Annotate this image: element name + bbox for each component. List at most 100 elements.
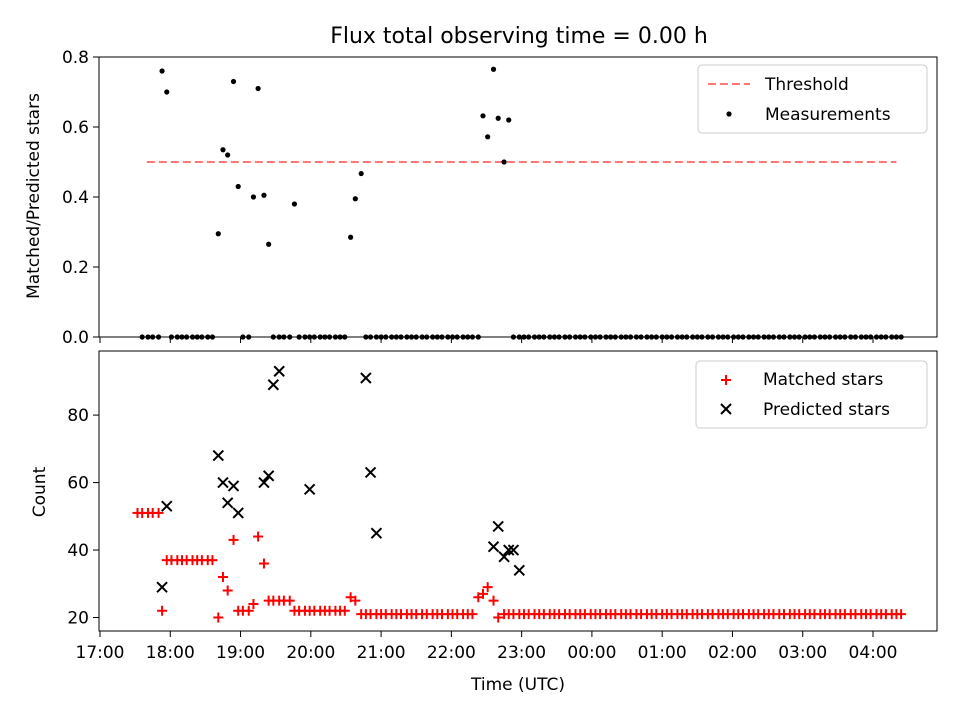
measurement-point: [302, 334, 308, 340]
measurement-point: [603, 334, 609, 340]
measurement-point: [373, 334, 380, 340]
measurement-point: [408, 334, 415, 340]
predicted-star-point: [212, 449, 224, 462]
measurement-point: [556, 334, 562, 340]
measurement-point: [516, 334, 522, 340]
predicted-star-point: [364, 466, 377, 479]
legend-predicted-label: Predicted stars: [763, 400, 890, 420]
measurement-point: [235, 183, 241, 190]
measurement-point: [337, 334, 343, 340]
measurement-point: [199, 334, 205, 340]
measurement-point: [746, 334, 752, 340]
measurement-point: [332, 334, 339, 340]
bottom-x-tick-label: 21:00: [357, 643, 406, 663]
measurement-point: [653, 334, 659, 340]
measurement-point: [287, 334, 293, 340]
measurement-point: [690, 334, 696, 340]
measurement-point: [506, 117, 512, 123]
bottom-axes: 20 40 60 80 17:00 18:00 19:00 20:00 21:00 22:00 23…: [67, 350, 938, 663]
measurement-point: [393, 334, 399, 340]
measurement-point: [281, 334, 287, 340]
measurement-point: [434, 334, 440, 340]
measurement-point: [761, 334, 767, 340]
bottom-x-tick-label: 22:00: [427, 643, 476, 663]
bottom-plot-frame: [98, 350, 938, 632]
predicted-star-point: [513, 564, 526, 576]
measurement-point: [832, 334, 839, 340]
measurement-point: [194, 334, 200, 340]
measurement-point: [145, 334, 151, 340]
matched-star-point: [467, 609, 478, 620]
legend-bottom: Matched stars Predicted stars: [695, 360, 928, 429]
predicted-star-point: [507, 544, 520, 556]
matched-star-point: [477, 588, 488, 599]
measurement-point: [383, 334, 389, 340]
measurement-point: [735, 334, 741, 340]
measurement-point: [755, 334, 761, 340]
measurement-point: [536, 334, 542, 340]
measurement-point: [230, 78, 237, 85]
measurement-point: [787, 334, 793, 340]
measurement-point: [139, 334, 145, 340]
predicted-star-point: [221, 497, 234, 509]
measurement-point: [802, 334, 808, 340]
measurement-point: [608, 334, 614, 340]
measurement-point: [164, 89, 170, 95]
bottom-x-tick-label: 17:00: [76, 643, 125, 663]
measurement-point: [246, 334, 252, 340]
measurement-point: [898, 334, 904, 340]
measurement-point: [572, 334, 579, 340]
legend-matched-label: Matched stars: [763, 370, 883, 390]
matched-star-point: [157, 605, 168, 616]
predicted-star-point: [503, 544, 515, 556]
measurement-point: [842, 334, 848, 340]
measurement-point: [322, 334, 328, 340]
measurement-point: [720, 334, 726, 340]
measurement-point: [547, 334, 553, 340]
top-y-tick-label: 0.4: [62, 188, 89, 208]
bottom-x-tick-label: 20:00: [286, 643, 335, 663]
predicted-star-point: [273, 365, 285, 377]
top-y-tick-label: 0.8: [62, 48, 89, 68]
matched-star-point: [350, 595, 361, 606]
measurement-point: [184, 334, 190, 340]
matched-star-point: [222, 585, 233, 596]
matched-star-point: [213, 612, 224, 623]
measurement-point: [627, 334, 634, 340]
top-y-tick-label: 0.6: [62, 118, 89, 138]
measurement-point: [781, 334, 787, 340]
measurement-point: [807, 334, 813, 340]
top-y-tick-label: 0.0: [62, 328, 89, 348]
measurement-point: [449, 334, 456, 340]
measurement-point: [883, 334, 889, 340]
measurement-point: [858, 334, 864, 340]
bottom-x-tick-label: 02:00: [708, 643, 757, 663]
measurement-point: [878, 334, 884, 340]
measurement-point: [342, 334, 348, 340]
measurement-point: [276, 334, 282, 340]
measurement-point: [404, 334, 410, 340]
measurement-point: [776, 334, 782, 340]
predicted-star-point: [156, 581, 168, 593]
legend-predicted-swatch: [720, 403, 732, 415]
measurement-point: [863, 334, 869, 340]
measurement-point: [618, 334, 624, 340]
top-y-axis-label: Matched/Predicted stars: [24, 93, 44, 299]
measurement-point: [348, 234, 354, 240]
measurement-point: [220, 147, 226, 153]
measurement-point: [311, 334, 317, 340]
measurement-point: [889, 334, 895, 340]
measurement-point: [510, 334, 517, 340]
measurement-point: [868, 334, 874, 340]
measurement-point: [577, 334, 583, 340]
bottom-x-tick-label: 00:00: [567, 643, 616, 663]
measurement-point: [291, 201, 298, 207]
bottom-x-tick-label: 23:00: [497, 643, 546, 663]
measurement-point: [699, 334, 705, 340]
predicted-star-point: [258, 476, 270, 489]
measurement-point: [612, 334, 618, 340]
measurement-point: [270, 334, 276, 340]
measurement-point: [358, 170, 364, 177]
measurement-point: [822, 334, 828, 340]
